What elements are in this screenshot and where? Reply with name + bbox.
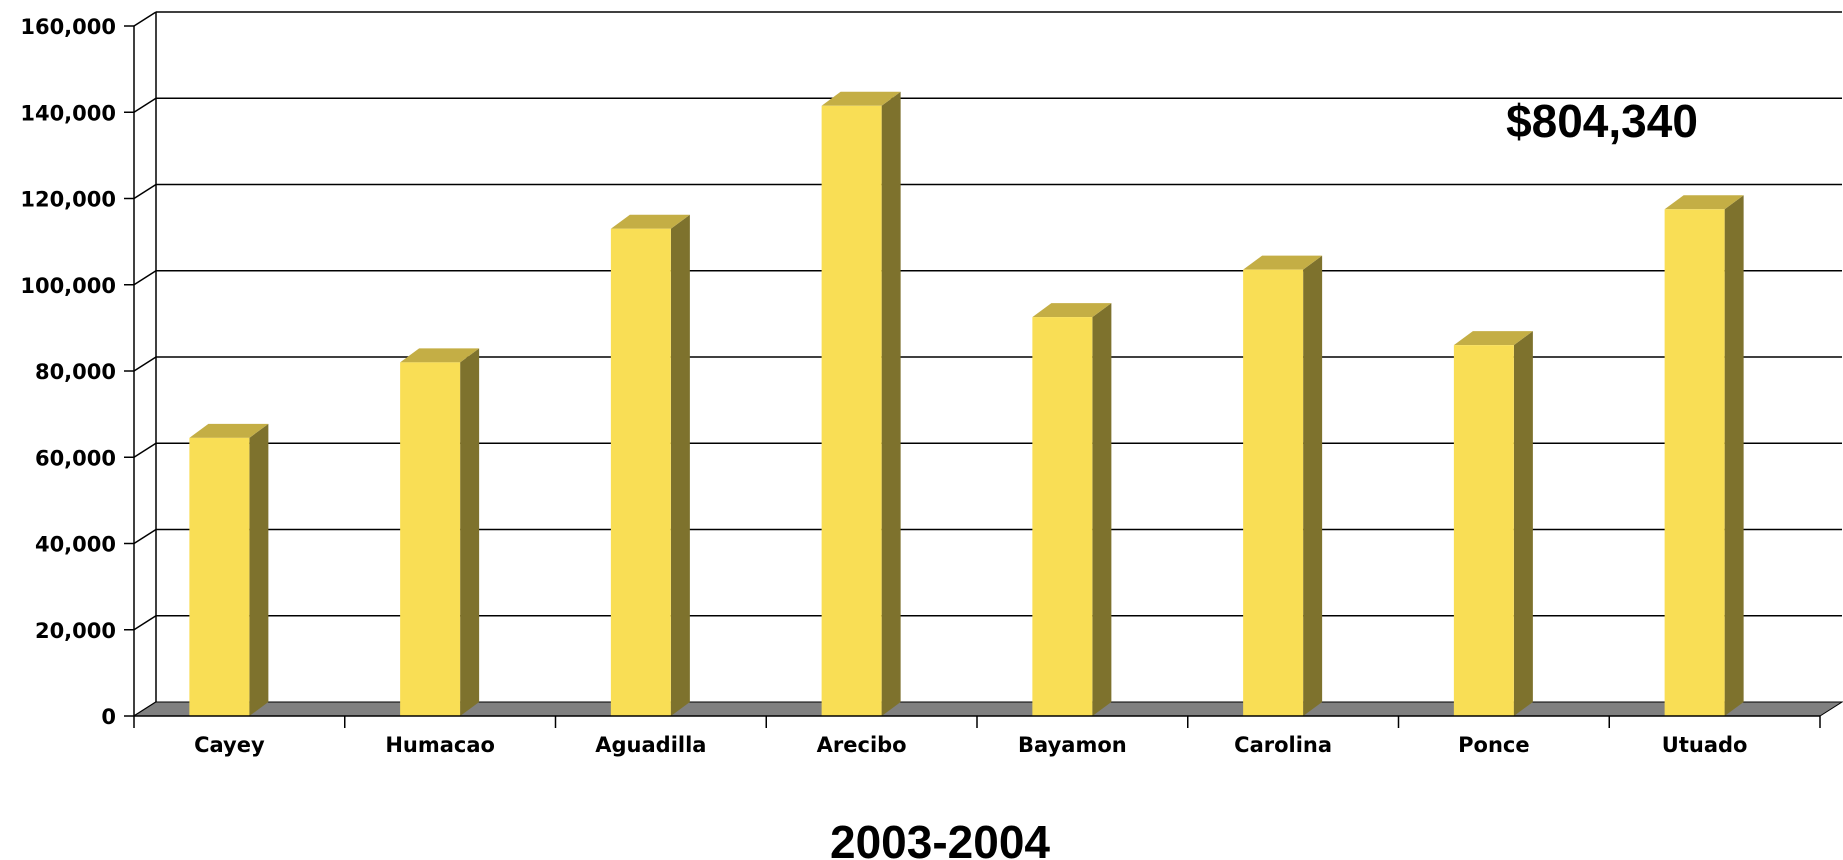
- bar-front: [1664, 209, 1725, 716]
- bar-humacao: [400, 348, 480, 716]
- total-annotation: $804,340: [1506, 95, 1698, 147]
- side-wall-gridline: [133, 97, 157, 113]
- x-axis-title: 2003-2004: [830, 816, 1050, 860]
- floor: [132, 701, 1843, 717]
- x-tick-label: Aguadilla: [595, 733, 706, 757]
- y-axis: 0 20,000 40,000 60,000 80,000 100,000 120,000 1…: [20, 15, 135, 729]
- y-tick-label: 40,000: [35, 533, 116, 557]
- bar-utuado: [1664, 195, 1744, 716]
- bar-top: [1243, 255, 1323, 270]
- side-wall-gridline: [133, 183, 157, 200]
- bar-front: [1032, 317, 1093, 716]
- side-wall-gridline: [133, 11, 157, 27]
- y-tick-label: 100,000: [20, 274, 116, 298]
- bar-arecibo: [821, 91, 901, 716]
- bar-ponce: [1453, 331, 1533, 716]
- y-tick-label: 120,000: [20, 188, 116, 212]
- bar-top: [400, 348, 480, 363]
- side-wall-gridline: [133, 442, 157, 458]
- bar-front: [400, 362, 461, 716]
- bar-top: [1664, 195, 1744, 210]
- bar-carolina: [1243, 255, 1323, 716]
- bar-side: [1303, 255, 1323, 716]
- y-tick-label: 160,000: [20, 15, 116, 39]
- bar-side: [1724, 195, 1744, 716]
- bar-top: [1032, 303, 1112, 318]
- x-tick-label: Cayey: [194, 733, 265, 757]
- side-wall-gridline: [133, 615, 157, 631]
- bar-top: [189, 423, 269, 438]
- side-wall-gridline: [133, 356, 157, 372]
- bar-side: [249, 423, 269, 716]
- y-tick-label: 20,000: [35, 619, 116, 643]
- bar-bayamon: [1032, 303, 1112, 716]
- bar-side: [1513, 331, 1533, 716]
- bar-front: [189, 437, 250, 716]
- x-axis: Cayey Humacao Aguadilla Arecibo Bayamon Carol…: [133, 715, 1821, 757]
- side-wall-gridline: [133, 270, 157, 286]
- x-tick-label: Utuado: [1662, 733, 1748, 757]
- bars-layer: [189, 91, 1744, 716]
- bar-side: [670, 214, 690, 716]
- floor-layer: [132, 701, 1843, 717]
- bar-front: [821, 105, 882, 716]
- x-tick-label: Humacao: [385, 733, 495, 757]
- x-tick-label: Carolina: [1234, 733, 1332, 757]
- bar-aguadilla: [610, 214, 690, 716]
- bar-front: [610, 228, 671, 716]
- bar-front: [1243, 269, 1304, 716]
- x-tick-label: Arecibo: [817, 733, 907, 757]
- bar-front: [1453, 345, 1514, 716]
- y-tick-label: 60,000: [35, 446, 116, 470]
- bar-top: [1453, 331, 1533, 346]
- bar-top: [821, 91, 901, 106]
- side-wall-gridline: [133, 528, 157, 545]
- y-tick-label: 80,000: [35, 360, 116, 384]
- bar-side: [1092, 303, 1112, 716]
- y-tick-label: 140,000: [20, 101, 116, 125]
- x-tick-label: Bayamon: [1018, 733, 1127, 757]
- bar-cayey: [189, 423, 269, 716]
- y-tick-label: 0: [101, 705, 116, 729]
- bar-top: [610, 214, 690, 229]
- x-tick-label: Ponce: [1458, 733, 1529, 757]
- bar-side: [460, 348, 480, 716]
- bar-side: [881, 91, 901, 716]
